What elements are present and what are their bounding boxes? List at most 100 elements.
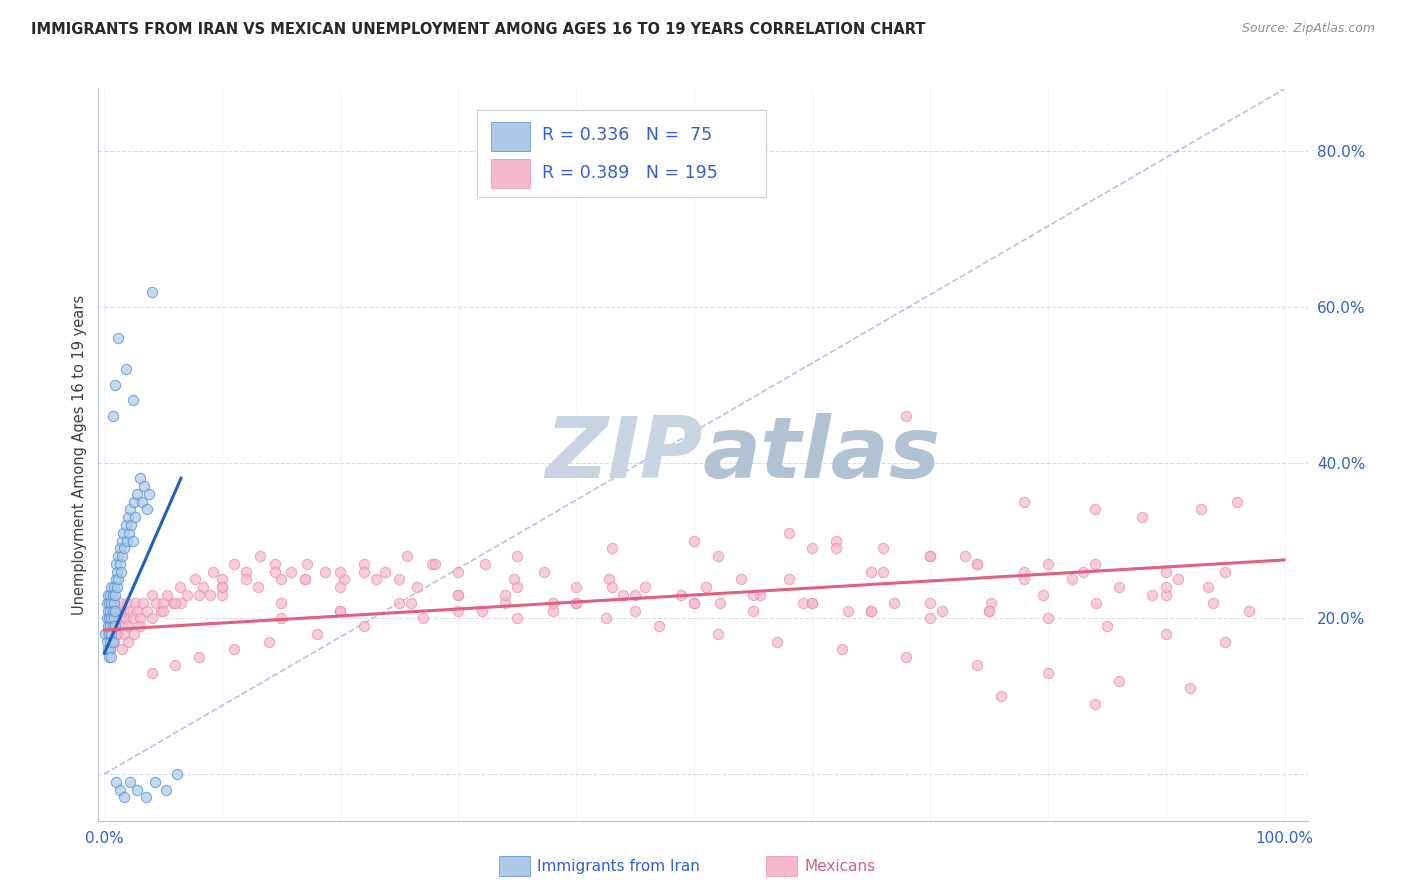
Point (1167, 573, 1189, 587)
Point (141, 665, 163, 680)
Point (709, 596, 731, 610)
Point (122, 494, 145, 508)
Point (860, 603, 883, 617)
Point (100, 603, 122, 617)
Point (669, 588, 692, 602)
Point (447, 588, 470, 602)
Point (595, 611, 617, 625)
Point (101, 409, 124, 423)
Point (98, 642, 121, 657)
Point (329, 565, 352, 579)
Point (824, 533, 846, 548)
Point (104, 603, 127, 617)
Point (101, 619, 124, 633)
Point (565, 596, 588, 610)
Point (101, 634, 124, 648)
Point (108, 557, 131, 571)
Point (134, 479, 156, 493)
Point (124, 596, 146, 610)
Point (187, 650, 209, 665)
Point (931, 603, 953, 617)
Point (264, 557, 287, 571)
Point (101, 603, 124, 617)
Point (184, 573, 207, 587)
Point (1202, 596, 1225, 610)
Point (412, 611, 434, 625)
Point (169, 580, 191, 594)
Point (506, 549, 529, 563)
Point (1154, 627, 1177, 641)
Point (1014, 573, 1036, 587)
Point (977, 603, 1000, 617)
Point (156, 588, 179, 602)
Point (222, 557, 245, 571)
Point (920, 549, 942, 563)
Point (120, 502, 142, 516)
Point (506, 611, 529, 625)
Point (97, 588, 120, 602)
Point (152, 603, 174, 617)
Point (222, 642, 245, 657)
Point (494, 596, 516, 610)
Point (187, 588, 209, 602)
Point (329, 580, 352, 594)
Text: R = 0.336   N =  75: R = 0.336 N = 75 (543, 127, 713, 145)
Point (104, 588, 127, 602)
Point (101, 611, 124, 625)
FancyBboxPatch shape (492, 122, 530, 152)
Point (353, 565, 375, 579)
Point (170, 596, 193, 610)
Point (742, 588, 765, 602)
Point (778, 573, 800, 587)
Point (98, 619, 121, 633)
Point (98, 596, 121, 610)
Point (166, 767, 188, 781)
Point (105, 774, 128, 789)
Point (105, 573, 128, 587)
Point (103, 580, 125, 594)
Point (966, 557, 988, 571)
Point (104, 619, 127, 633)
Point (600, 580, 623, 594)
Point (883, 596, 905, 610)
Point (165, 658, 187, 673)
Point (100, 596, 122, 610)
Point (860, 603, 883, 617)
Point (1198, 580, 1220, 594)
Text: IMMIGRANTS FROM IRAN VS MEXICAN UNEMPLOYMENT AMONG AGES 16 TO 19 YEARS CORRELATI: IMMIGRANTS FROM IRAN VS MEXICAN UNEMPLOY… (31, 22, 925, 37)
Point (101, 588, 124, 602)
Point (920, 596, 942, 610)
Point (872, 565, 894, 579)
Point (211, 580, 233, 594)
Point (624, 588, 647, 602)
Text: Immigrants from Iran: Immigrants from Iran (537, 859, 700, 873)
Point (305, 627, 328, 641)
Point (211, 588, 233, 602)
Point (114, 611, 136, 625)
Point (1154, 588, 1177, 602)
Point (765, 634, 787, 648)
Point (633, 580, 655, 594)
Point (107, 549, 129, 563)
Point (1060, 573, 1083, 587)
Point (111, 533, 134, 548)
Point (112, 627, 135, 641)
Point (121, 611, 143, 625)
Point (162, 596, 184, 610)
Point (127, 782, 149, 797)
Point (105, 611, 128, 625)
Point (96, 634, 118, 648)
Point (103, 634, 125, 648)
Point (131, 494, 153, 508)
Point (314, 565, 336, 579)
Point (103, 611, 125, 625)
Point (1189, 502, 1212, 516)
Point (141, 285, 163, 299)
Point (108, 596, 131, 610)
Point (399, 596, 422, 610)
Point (100, 627, 122, 641)
Point (155, 782, 177, 797)
Point (1213, 565, 1236, 579)
Point (471, 603, 494, 617)
Point (105, 627, 128, 641)
